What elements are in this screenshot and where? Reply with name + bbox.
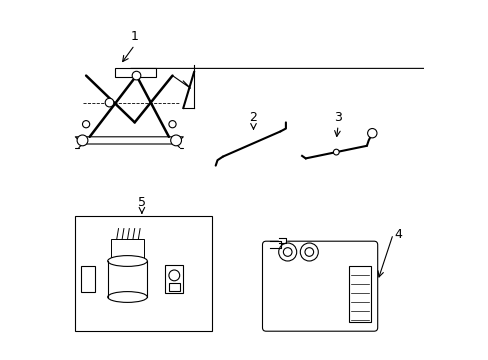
FancyBboxPatch shape (262, 241, 377, 331)
Circle shape (168, 121, 176, 128)
Circle shape (77, 135, 88, 146)
Circle shape (278, 243, 296, 261)
Text: 3: 3 (333, 111, 341, 124)
Circle shape (367, 129, 376, 138)
Ellipse shape (107, 256, 147, 266)
Circle shape (168, 270, 179, 281)
Bar (165, 265, 183, 293)
Text: 5: 5 (138, 196, 145, 209)
Text: 1: 1 (130, 30, 139, 43)
Circle shape (283, 248, 291, 256)
Circle shape (82, 121, 89, 128)
Bar (75, 216, 212, 331)
Bar (168, 283, 179, 291)
Bar (81, 266, 95, 292)
Circle shape (105, 98, 114, 107)
Bar (348, 266, 370, 322)
Circle shape (132, 71, 141, 80)
Text: 2: 2 (249, 111, 257, 124)
Circle shape (300, 243, 318, 261)
Circle shape (305, 248, 313, 256)
Circle shape (333, 149, 339, 155)
Ellipse shape (107, 292, 147, 302)
Circle shape (170, 135, 181, 146)
Bar (111, 239, 143, 261)
Text: 4: 4 (393, 228, 401, 240)
Polygon shape (75, 137, 183, 144)
Polygon shape (278, 239, 285, 245)
Bar (115, 68, 156, 77)
